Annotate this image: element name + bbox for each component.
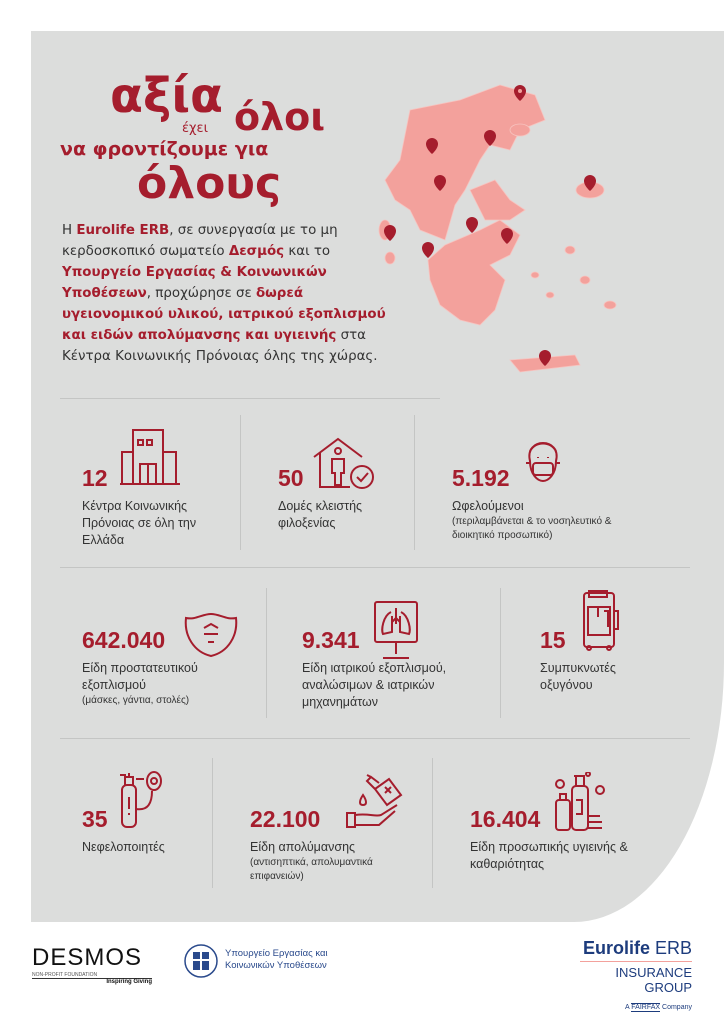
divider — [60, 738, 690, 739]
headline-line2: όλοι — [234, 95, 326, 139]
divider — [500, 588, 501, 718]
headline-line4: όλους — [137, 158, 282, 209]
nebulizer-icon — [120, 771, 162, 828]
oxygen-concentrator-icon — [583, 590, 619, 651]
eurolife-logo: Eurolife ERB INSURANCE GROUP A FAIRFAX C… — [580, 938, 692, 1012]
stat-disinfection: 22.100 Είδη απολύμανσης (αντισηπτικά, απολ… — [250, 806, 373, 882]
background-panel — [31, 31, 724, 922]
sanitizer-hand-icon — [346, 774, 403, 828]
stat-oxygen: 15 Συμπυκνωτές οξυγόνου — [540, 627, 616, 692]
divider — [60, 398, 440, 399]
desmos-logo: DESMOS NON-PROFIT FOUNDATION Inspiring G… — [32, 944, 152, 985]
face-mask-icon — [184, 612, 238, 658]
headline-line1: αξία — [110, 68, 224, 124]
headline-line3: να φροντίζουμε για — [60, 138, 269, 160]
divider — [60, 567, 690, 568]
stat-beneficiaries: 5.192 Ωφελούμενοι (περιλαμβάνεται & το νοσ… — [452, 465, 612, 541]
location-pin-icons — [384, 85, 596, 366]
hygiene-bottles-icon — [555, 772, 605, 831]
lungs-monitor-icon — [374, 601, 418, 659]
stat-structures: 50 Δομές κλειστής φιλοξενίας — [278, 465, 363, 530]
person-mask-icon — [526, 442, 560, 483]
house-person-check-icon — [313, 437, 374, 489]
divider — [212, 758, 213, 888]
divider — [432, 758, 433, 888]
stat-medical: 9.341 Είδη ιατρικού εξοπλισμού, αναλώσιμω… — [302, 627, 447, 709]
headline-small: έχει — [182, 121, 208, 136]
divider — [414, 415, 415, 550]
divider — [266, 588, 267, 718]
stat-centers: 12 Κέντρα Κοινωνικής Πρόνοιας σε όλη την … — [82, 465, 197, 547]
building-icon — [120, 429, 180, 485]
greece-map — [378, 84, 617, 373]
stat-nebulizers: 35 Νεφελοποιητές — [82, 806, 165, 854]
divider — [240, 415, 241, 550]
stat-hygiene: 16.404 Είδη προσωπικής υγιεινής & καθαριό… — [470, 806, 628, 871]
greek-coat-of-arms-icon — [184, 944, 218, 978]
intro-paragraph: Η Eurolife ERB, σε συνεργασία με το μη κ… — [62, 223, 386, 364]
stat-protective: 642.040 Είδη προστατευτικού εξοπλισμού (μά… — [82, 627, 198, 706]
